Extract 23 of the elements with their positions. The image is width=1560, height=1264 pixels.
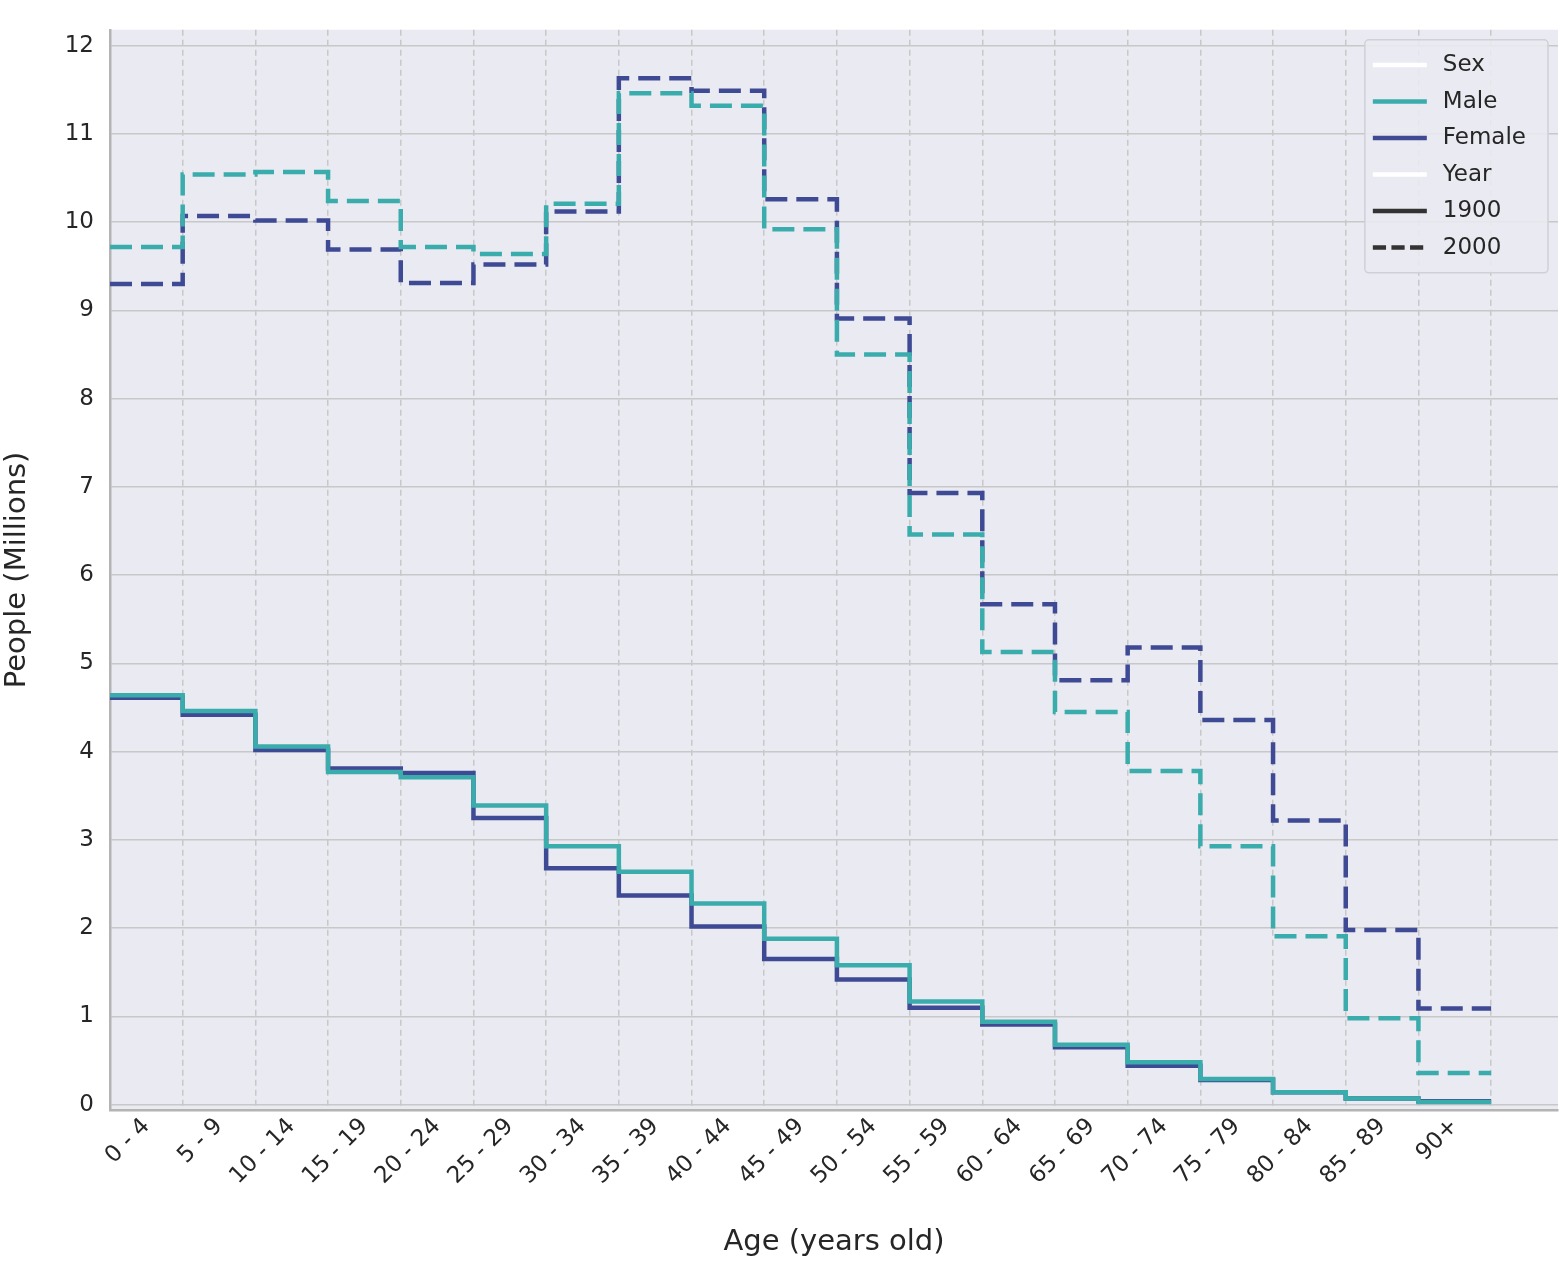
y-tick-label: 1 (79, 1001, 94, 1028)
y-tick-label: 10 (64, 207, 94, 234)
x-axis-title: Age (years old) (723, 1223, 945, 1258)
legend-label: Male (1442, 86, 1498, 113)
y-tick-label: 7 (79, 471, 94, 498)
y-tick-label: 3 (79, 824, 94, 851)
y-tick-label: 6 (79, 560, 94, 587)
y-tick-label: 4 (79, 736, 94, 763)
y-axis-title: People (Millions) (0, 451, 32, 689)
y-tick-label: 0 (79, 1089, 94, 1116)
y-tick-label: 11 (64, 118, 94, 145)
y-tick-label: 12 (64, 30, 94, 57)
y-tick-label: 9 (79, 295, 94, 322)
y-tick-label: 8 (79, 383, 94, 410)
annotation: Year (1441, 159, 1493, 186)
legend-label: Female (1442, 123, 1527, 150)
x-tick-label: 90+ (1409, 1112, 1463, 1165)
annotation: 2000 (1442, 232, 1502, 259)
y-tick-label: 2 (79, 913, 94, 940)
annotation: 1900 (1442, 196, 1502, 223)
y-tick-label: 5 (79, 648, 94, 675)
legend-title: Sex (1442, 50, 1485, 77)
x-tick-label: 0 - 4 (98, 1112, 155, 1168)
